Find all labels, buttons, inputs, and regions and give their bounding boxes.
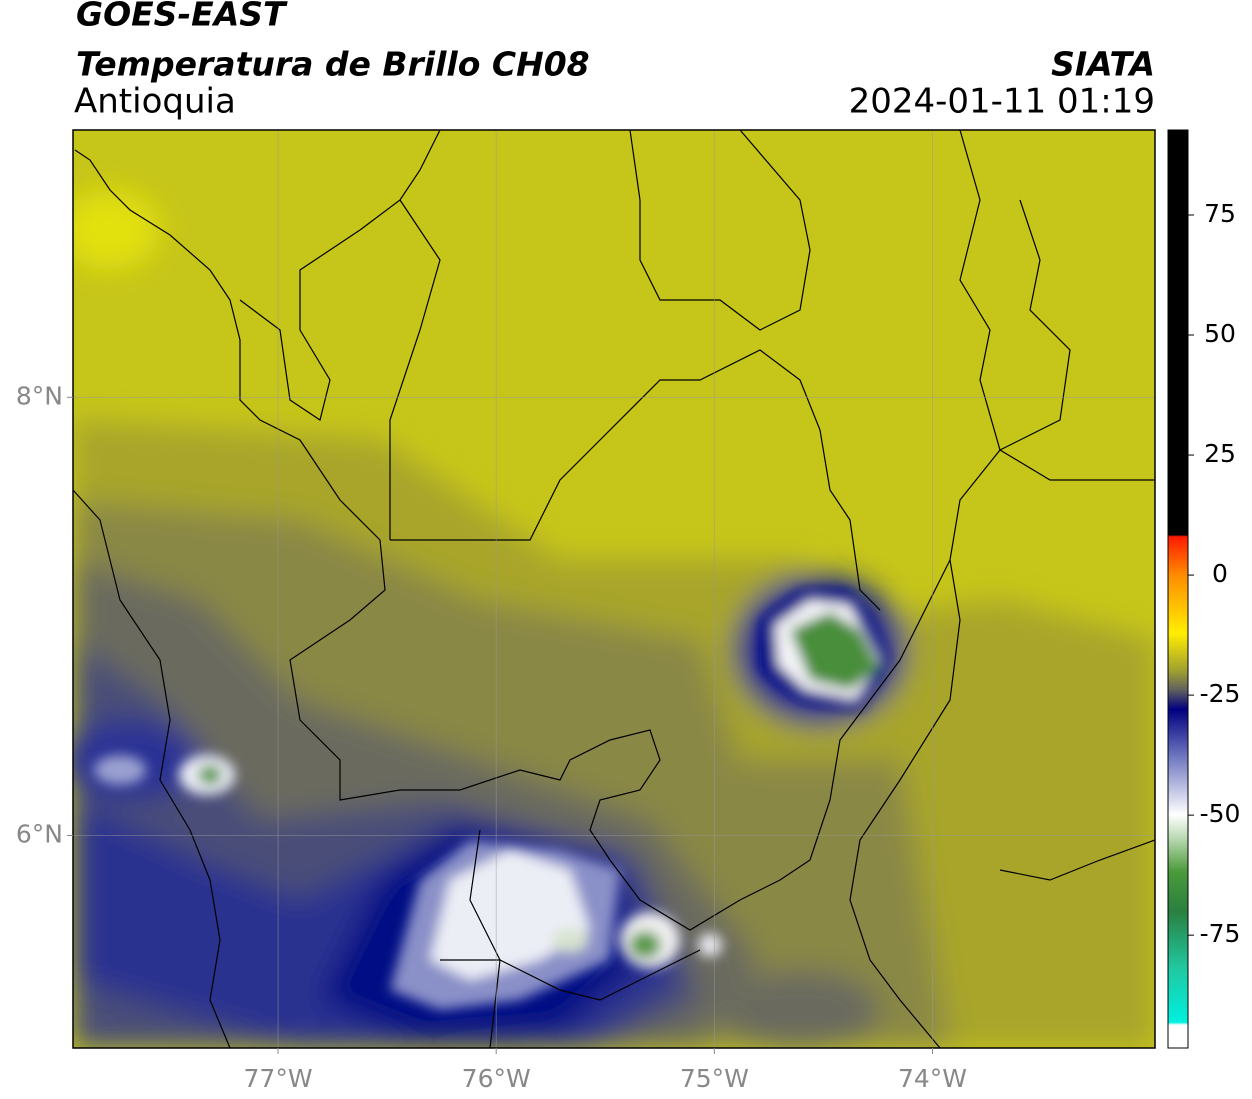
region: Antioquia [74,82,236,122]
colorbar-tick-label: 0 [1212,559,1228,588]
colorbar [1167,129,1189,1049]
subtitle: Temperatura de Brillo CH08 [76,45,590,84]
datetime: 2024-01-11 01:19 [849,82,1155,122]
grid [73,130,1155,1048]
colorbar-tick-label: 75 [1204,199,1236,228]
title: GOES-EAST [76,0,288,34]
colorbar-tick-label: -75 [1200,919,1241,948]
colorbar-tick-label: 50 [1204,319,1236,348]
x-tick-label: 74°W [898,1064,967,1093]
x-tick-label: 76°W [462,1064,531,1093]
source: SIATA [1051,45,1155,84]
colorbar-tick-label: 25 [1204,439,1236,468]
y-tick-label: 6°N [16,819,63,848]
x-tick-label: 77°W [244,1064,313,1093]
satellite-image [73,130,1155,1048]
map-frame [72,129,1156,1049]
y-tick-label: 8°N [16,381,63,410]
x-tick-label: 75°W [680,1064,749,1093]
colorbar-tick-label: -50 [1200,799,1241,828]
colorbar-tick-label: -25 [1200,679,1241,708]
